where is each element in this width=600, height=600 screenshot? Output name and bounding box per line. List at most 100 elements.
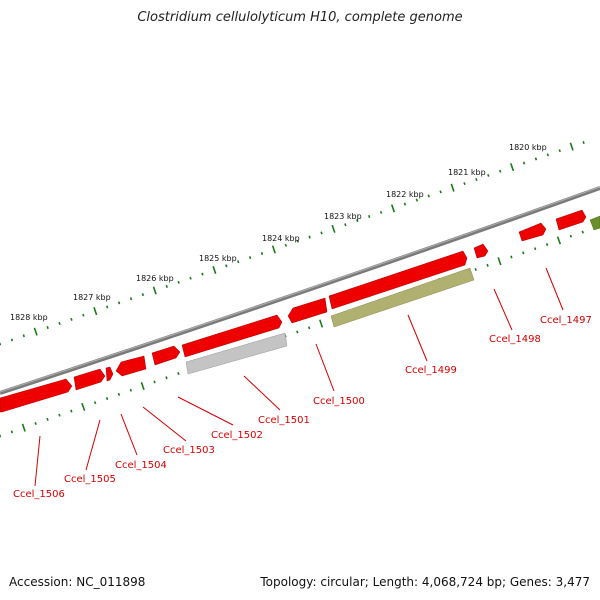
gene-arrow[interactable]	[473, 243, 489, 259]
gene-arrow[interactable]	[181, 314, 283, 358]
scale-label-1824: 1824 kbp	[262, 234, 300, 243]
inner-scale-minor-tick	[522, 251, 525, 255]
outer-scale-major-tick	[152, 286, 157, 295]
outer-scale-major-tick	[569, 142, 574, 151]
inner-scale-minor-tick	[177, 372, 180, 376]
outer-scale-minor-tick	[415, 198, 419, 202]
gene-arrow[interactable]	[330, 267, 475, 328]
scale-label-1827: 1827 kbp	[73, 293, 111, 302]
gene-arrow[interactable]	[115, 355, 147, 377]
outer-scale-major-tick	[331, 224, 336, 233]
outer-scale-minor-tick	[106, 305, 109, 309]
outer-scale-minor-tick	[463, 182, 466, 186]
gene-arrow[interactable]	[518, 222, 547, 242]
outer-scale-major-tick	[271, 245, 276, 254]
outer-scale-major-tick	[33, 327, 38, 336]
outer-scale-minor-tick	[189, 276, 192, 280]
outer-scale-minor-tick	[225, 264, 228, 268]
gene-arrow[interactable]	[105, 366, 114, 382]
outer-scale-major-tick	[212, 265, 217, 275]
inner-scale-minor-tick	[117, 392, 121, 396]
accession-text: Accession: NC_011898	[9, 575, 146, 589]
inner-scale-track	[0, 226, 596, 438]
inner-scale-minor-tick	[545, 243, 549, 247]
inner-scale-minor-tick	[581, 230, 584, 234]
outer-scale-minor-tick	[487, 173, 490, 177]
scale-labels: 1820 kbp 1821 kbp 1822 kbp 1823 kbp 1824…	[10, 143, 547, 322]
inner-scale-major-tick	[21, 423, 26, 432]
gene-arrow[interactable]	[555, 209, 587, 231]
scale-label-1825: 1825 kbp	[199, 254, 237, 263]
inner-scale-minor-tick	[70, 409, 73, 413]
outer-scale-minor-tick	[308, 235, 311, 239]
leader-line	[120, 413, 138, 456]
inner-scale-minor-tick	[93, 401, 97, 405]
outer-scale-minor-tick	[22, 334, 25, 338]
outer-scale-minor-tick	[284, 243, 288, 247]
inner-scale-major-tick	[81, 402, 86, 411]
outer-scale-major-tick	[510, 163, 515, 172]
gene-label: Ccel_1497	[540, 315, 592, 326]
scale-label-1823: 1823 kbp	[324, 212, 362, 221]
inner-scale-minor-tick	[58, 413, 61, 417]
outer-scale-minor-tick	[534, 157, 538, 161]
outer-scale-major-tick	[450, 183, 455, 192]
inner-scale-minor-tick	[296, 330, 299, 334]
inner-scale-minor-tick	[105, 397, 109, 401]
outer-scale-minor-tick	[177, 280, 180, 284]
leader-line	[177, 396, 234, 426]
outer-scale-minor-tick	[248, 256, 252, 260]
leader-line	[243, 375, 281, 411]
genome-summary-text: Topology: circular; Length: 4,068,724 bp…	[260, 575, 590, 589]
outer-scale-minor-tick	[10, 338, 14, 342]
gene-label: Ccel_1499	[405, 365, 457, 376]
outer-scale-minor-tick	[499, 169, 502, 173]
gene-arrow[interactable]	[0, 378, 73, 413]
outer-scale-minor-tick	[546, 153, 550, 157]
gene-features	[0, 209, 600, 413]
inner-scale-minor-tick	[10, 430, 14, 434]
gene-label: Ccel_1505	[64, 474, 116, 485]
leader-line	[407, 314, 428, 362]
outer-scale-minor-tick	[296, 239, 299, 243]
leader-line	[85, 419, 101, 471]
outer-scale-minor-tick	[117, 301, 121, 305]
gene-label: Ccel_1498	[489, 334, 541, 345]
gene-arrow[interactable]	[287, 297, 328, 324]
outer-scale-minor-tick	[475, 178, 478, 181]
leader-line	[545, 267, 564, 311]
gene-label: Ccel_1502	[211, 430, 263, 441]
outer-scale-minor-tick	[582, 141, 585, 144]
gene-arrow[interactable]	[151, 345, 181, 366]
inner-scale-minor-tick	[165, 376, 168, 380]
outer-scale-minor-tick	[70, 317, 73, 321]
genome-backbone-highlight	[0, 186, 600, 393]
inner-scale-minor-tick	[34, 422, 37, 425]
inner-scale-minor-tick	[46, 417, 49, 421]
gene-labels: Ccel_1497 Ccel_1498 Ccel_1499 Ccel_1500 …	[13, 315, 592, 500]
gene-arrow[interactable]	[589, 215, 600, 231]
inner-scale-minor-tick	[510, 255, 513, 259]
inner-scale-minor-tick	[533, 247, 537, 251]
outer-scale-major-tick	[390, 204, 396, 213]
inner-scale-minor-tick	[474, 268, 477, 271]
outer-scale-minor-tick	[558, 149, 561, 153]
outer-scale-minor-tick	[522, 161, 526, 165]
outer-scale-minor-tick	[129, 297, 133, 301]
outer-scale-minor-tick	[403, 202, 407, 206]
gene-label: Ccel_1503	[163, 445, 215, 456]
outer-scale-minor-tick	[58, 321, 61, 325]
outer-scale-minor-tick	[320, 231, 323, 235]
outer-scale-track	[0, 141, 585, 346]
leader-line	[34, 435, 41, 487]
gene-label: Ccel_1506	[13, 489, 65, 500]
gene-label: Ccel_1500	[313, 396, 365, 407]
gene-arrow[interactable]	[328, 250, 468, 310]
gene-arrow[interactable]	[73, 368, 106, 391]
outer-scale-minor-tick	[260, 252, 264, 256]
leader-line	[315, 343, 335, 392]
outer-scale-minor-tick	[237, 260, 240, 264]
scale-label-1820: 1820 kbp	[509, 143, 547, 152]
outer-scale-minor-tick	[46, 326, 49, 330]
gene-arrow[interactable]	[185, 332, 288, 375]
